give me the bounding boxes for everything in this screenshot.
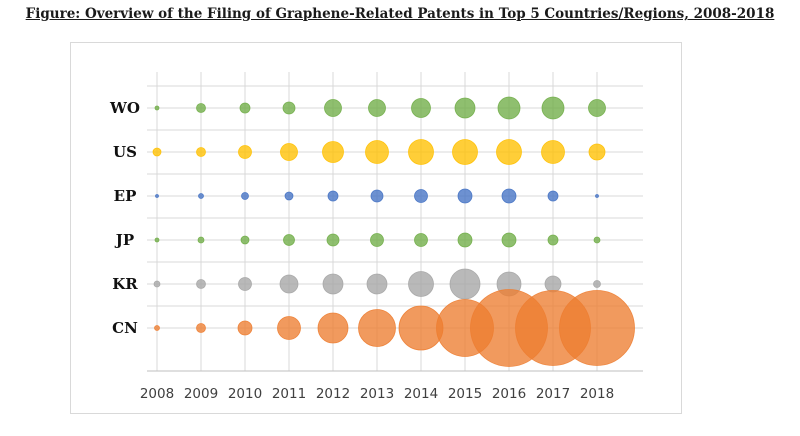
bubble-wo-2010 [239, 102, 251, 114]
bubble-us-2009 [196, 147, 206, 157]
x-tick-label-2013: 2013 [360, 386, 394, 402]
bubble-cn-2012 [317, 312, 349, 344]
bubble-kr-2011 [279, 274, 299, 294]
bubble-jp-2009 [197, 236, 205, 244]
bubble-us-2016 [496, 139, 522, 165]
bubble-jp-2013 [370, 233, 384, 247]
bubble-us-2015 [452, 139, 478, 165]
bubble-us-2018 [588, 143, 606, 161]
bubble-ep-2010 [241, 192, 249, 200]
bubble-us-2013 [365, 140, 389, 164]
figure-title: Figure: Overview of the Filing of Graphe… [25, 6, 775, 22]
bubble-jp-2014 [414, 233, 428, 247]
bubble-wo-2009 [196, 103, 206, 113]
bubble-ep-2015 [457, 188, 473, 204]
row-label-ep: EP [114, 187, 137, 205]
bubble-wo-2016 [497, 96, 521, 120]
bubble-jp-2010 [240, 235, 250, 245]
bubble-kr-2008 [153, 280, 161, 288]
bubble-ep-2018 [595, 194, 599, 198]
bubble-us-2012 [322, 141, 344, 163]
bubble-wo-2017 [541, 96, 565, 120]
bubble-ep-2013 [370, 189, 384, 203]
bubble-jp-2017 [547, 234, 559, 246]
bubble-cn-2010 [237, 320, 253, 336]
bubble-us-2011 [280, 143, 298, 161]
bubble-jp-2018 [593, 236, 601, 244]
bubble-wo-2012 [324, 99, 342, 117]
bubble-kr-2013 [366, 273, 388, 295]
x-tick-label-2008: 2008 [140, 386, 174, 402]
bubble-ep-2016 [501, 188, 517, 204]
bubble-chart: WO US EP JP KR CN 2008 2009 2010 2011 2012 2013 2014… [109, 72, 643, 402]
x-tick-label-2016: 2016 [492, 386, 526, 402]
bubble-wo-2014 [411, 98, 431, 118]
bubble-cn-2013 [358, 309, 396, 347]
x-tick-label-2014: 2014 [404, 386, 438, 402]
row-label-jp: JP [114, 231, 134, 249]
x-tick-label-2010: 2010 [228, 386, 262, 402]
bubble-kr-2014 [408, 271, 434, 297]
bubble-ep-2011 [284, 191, 294, 201]
bubble-jp-2011 [283, 234, 295, 246]
x-tick-label-2017: 2017 [536, 386, 570, 402]
row-label-us: US [113, 143, 137, 161]
row-label-kr: KR [112, 275, 138, 293]
bubble-us-2008 [152, 147, 162, 157]
bubble-ep-2017 [547, 190, 559, 202]
bubble-wo-2008 [154, 105, 160, 111]
bubble-jp-2016 [501, 232, 517, 248]
x-tick-label-2018: 2018 [580, 386, 614, 402]
x-tick-label-2012: 2012 [316, 386, 350, 402]
bubble-cn-2018 [559, 290, 635, 366]
bubble-kr-2012 [322, 273, 344, 295]
chart-area: WO US EP JP KR CN 2008 2009 2010 2011 2012 2013 2014… [70, 42, 682, 414]
bubble-ep-2014 [414, 189, 428, 203]
bubble-wo-2011 [282, 101, 296, 115]
bubble-kr-2009 [196, 279, 206, 289]
bubble-wo-2013 [368, 99, 386, 117]
bubble-wo-2015 [454, 97, 476, 119]
bubble-cn-2009 [196, 323, 206, 333]
bubble-us-2014 [408, 139, 434, 165]
bubble-cn-2008 [154, 325, 160, 331]
bubble-us-2017 [541, 140, 565, 164]
bubble-jp-2008 [154, 237, 160, 243]
row-label-cn: CN [112, 319, 138, 337]
bubble-kr-2015 [449, 268, 481, 300]
bubbles [152, 96, 635, 367]
bubble-ep-2008 [155, 194, 159, 198]
labels: WO US EP JP KR CN 2008 2009 2010 2011 2012 2013 2014… [109, 99, 614, 402]
bubble-us-2010 [238, 145, 252, 159]
bubble-kr-2018 [593, 280, 601, 288]
bubble-cn-2011 [277, 316, 301, 340]
bubble-ep-2009 [198, 193, 204, 199]
bubble-kr-2010 [238, 277, 252, 291]
x-tick-label-2011: 2011 [272, 386, 306, 402]
x-tick-label-2015: 2015 [448, 386, 482, 402]
x-tick-label-2009: 2009 [184, 386, 218, 402]
bubble-jp-2015 [457, 232, 473, 248]
bubble-ep-2012 [327, 190, 339, 202]
bubble-kr-2017 [544, 275, 562, 293]
row-label-wo: WO [109, 99, 140, 117]
bubble-jp-2012 [326, 233, 340, 247]
bubble-wo-2018 [588, 99, 606, 117]
